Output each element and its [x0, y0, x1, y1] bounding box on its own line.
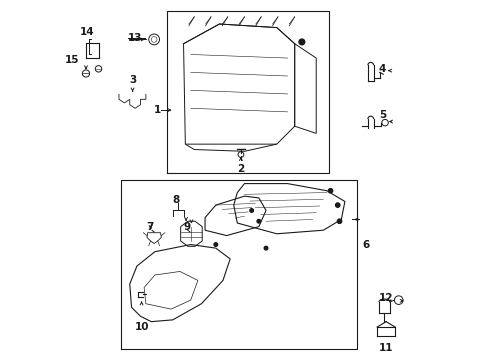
Text: 10: 10 [135, 321, 149, 332]
Text: 12: 12 [378, 293, 393, 303]
Text: 4: 4 [378, 64, 386, 74]
Circle shape [257, 220, 260, 223]
Text: 9: 9 [183, 222, 190, 232]
Text: 14: 14 [79, 27, 94, 37]
Text: 15: 15 [64, 55, 79, 65]
Text: 13: 13 [128, 33, 142, 43]
Text: 1: 1 [154, 105, 161, 115]
Circle shape [214, 243, 217, 246]
Text: 8: 8 [172, 195, 180, 205]
Text: 6: 6 [362, 239, 368, 249]
Circle shape [328, 189, 332, 193]
Text: 3: 3 [129, 75, 137, 85]
Circle shape [298, 39, 304, 45]
Text: 2: 2 [237, 164, 244, 174]
Circle shape [335, 203, 339, 207]
Circle shape [264, 246, 267, 250]
Text: 11: 11 [378, 343, 393, 353]
Text: 5: 5 [378, 111, 386, 121]
Text: 7: 7 [145, 222, 153, 232]
Circle shape [337, 219, 341, 224]
Circle shape [249, 209, 253, 212]
